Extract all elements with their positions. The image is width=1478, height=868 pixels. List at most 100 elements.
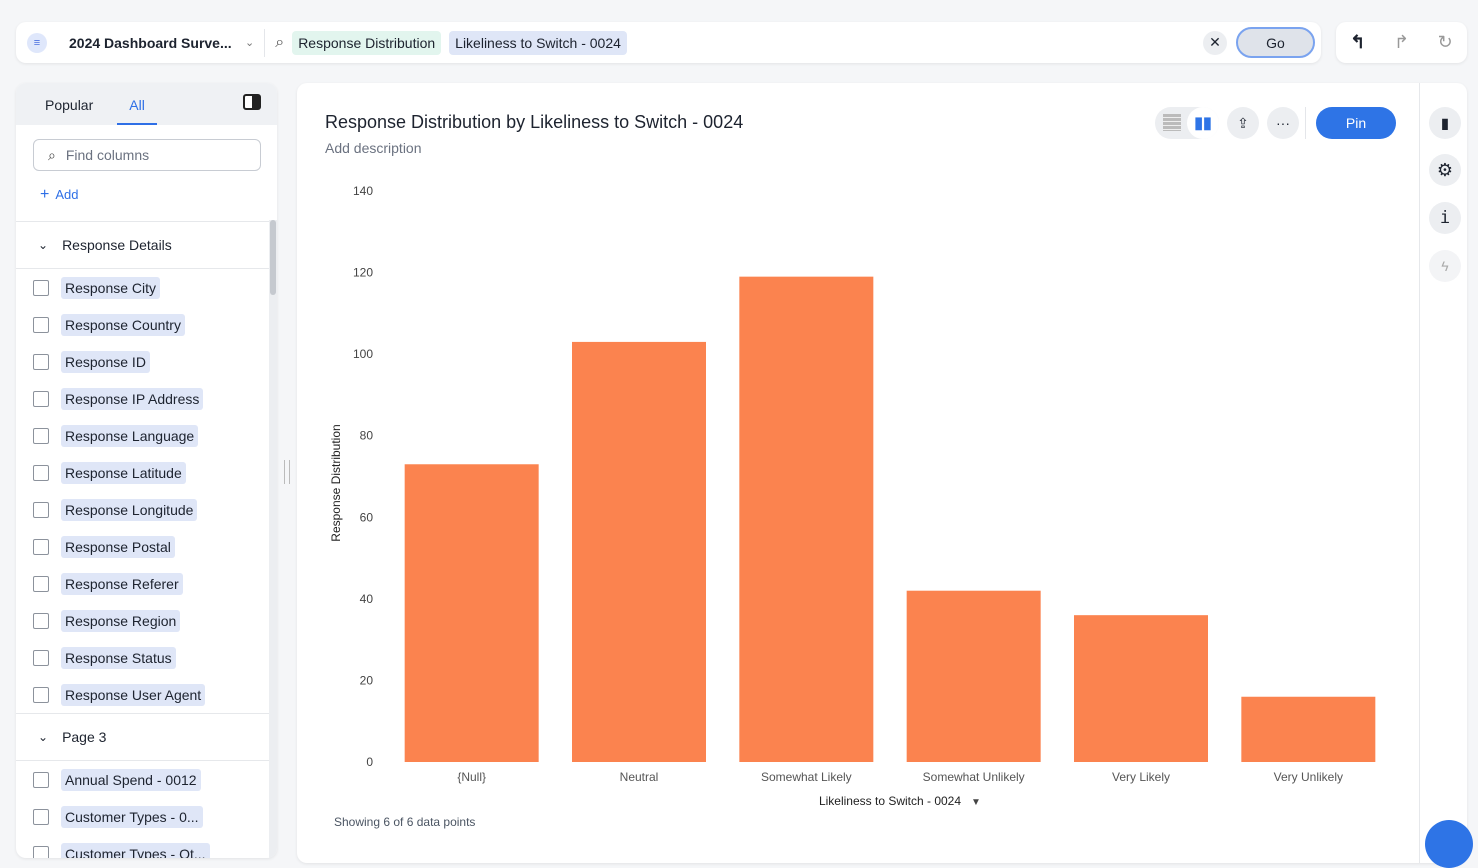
column-checkbox[interactable] [33,501,49,518]
column-item[interactable]: Response Latitude [16,454,277,491]
column-checkbox[interactable] [33,390,49,407]
column-group-header[interactable]: ⌄ Page 3 [16,713,269,761]
chevron-down-icon: ⌄ [38,730,49,744]
column-tabs: Popular All [16,83,277,125]
column-name: Response Country [61,313,185,336]
group-name: Page 3 [62,729,107,745]
search-placeholder: Find columns [65,147,150,163]
insights-bolt-icon[interactable]: ϟ [1429,250,1461,282]
column-checkbox[interactable] [33,612,49,629]
scrollbar-thumb[interactable] [270,220,276,295]
collapse-panel-icon[interactable] [243,94,261,110]
divider [264,28,266,57]
column-checkbox[interactable] [33,464,49,481]
column-name: Customer Types - 0... [61,805,203,828]
column-checkbox[interactable] [33,316,49,333]
column-item[interactable]: Response Language [16,417,277,454]
column-item[interactable]: Response Postal [16,528,277,565]
datasource-icon: ≡ [27,32,47,53]
column-checkbox[interactable] [33,538,49,555]
y-axis-title: Response Distribution [329,424,343,541]
search-bar: ≡ 2024 Dashboard Surve... ⌄ ⌕ Response D… [16,22,1321,63]
clear-search-button[interactable]: ✕ [1203,30,1227,55]
add-label: Add [55,187,79,202]
column-name: Customer Types - Ot... [61,842,210,858]
x-tick-label: Very Unlikely [1274,770,1343,784]
settings-gear-icon[interactable]: ⚙ [1429,154,1461,186]
chat-support-button[interactable] [1425,820,1473,868]
column-checkbox[interactable] [33,686,49,703]
add-column-button[interactable]: + Add [40,186,277,204]
column-name: Response Postal [61,535,175,558]
column-item[interactable]: Response Region [16,602,277,639]
column-checkbox[interactable] [33,649,49,666]
y-tick-label: 60 [360,510,374,524]
column-item[interactable]: Response Referer [16,565,277,602]
column-item[interactable]: Customer Types - Ot... [16,835,277,858]
search-chip-attribute[interactable]: Likeliness to Switch - 0024 [449,30,627,55]
bar-chart: 0 20 40 60 80 100 120 140 {Null} Neutral Somewhat … [329,184,1376,808]
column-item[interactable]: Response Country [16,306,277,343]
tab-all[interactable]: All [117,97,157,125]
find-columns-input[interactable]: ⌕ Find columns [33,139,261,171]
chevron-down-icon: ⌄ [38,238,49,252]
column-checkbox[interactable] [33,427,49,444]
column-item[interactable]: Response IP Address [16,380,277,417]
x-tick-label: Very Likely [1112,770,1170,784]
pin-button[interactable]: Pin [1316,107,1396,139]
column-item[interactable]: Response City [16,269,277,306]
column-item[interactable]: Response User Agent [16,676,277,713]
more-options-icon[interactable]: ··· [1267,107,1299,139]
column-item[interactable]: Annual Spend - 0012 [16,761,277,798]
undo-icon[interactable]: ↰ [1350,32,1366,52]
column-name: Response Latitude [61,461,186,484]
bar [906,590,1041,762]
reset-icon[interactable]: ↻ [1437,32,1453,52]
tab-popular[interactable]: Popular [45,97,94,113]
divider [1305,107,1306,139]
column-item[interactable]: Customer Types - 0... [16,798,277,835]
share-icon[interactable]: ⇪ [1227,107,1259,139]
data-points-count: Showing 6 of 6 data points [334,815,476,829]
chart-view-icon[interactable]: ▮▮ [1187,107,1219,139]
x-tick-label: Somewhat Unlikely [923,770,1025,784]
column-checkbox[interactable] [33,575,49,592]
chart-type-icon[interactable]: ▮ [1429,107,1461,139]
column-name: Response Longitude [61,498,198,521]
search-icon: ⌕ [48,146,56,163]
search-chip-measure[interactable]: Response Distribution [292,30,442,55]
column-checkbox[interactable] [33,771,49,788]
column-checkbox[interactable] [33,845,49,858]
redo-icon[interactable]: ↱ [1393,32,1410,52]
table-view-icon[interactable] [1163,114,1181,131]
column-name: Response IP Address [61,387,204,410]
column-item[interactable]: Response Longitude [16,491,277,528]
column-checkbox[interactable] [33,808,49,825]
column-name: Annual Spend - 0012 [61,768,201,791]
bar [572,341,706,762]
x-tick-label: {Null} [457,770,486,784]
resize-handle[interactable] [284,460,290,484]
y-tick-label: 100 [353,347,373,361]
y-tick-label: 140 [353,184,373,198]
x-tick-label: Neutral [620,770,659,784]
bar [1074,615,1208,762]
column-name: Response Region [61,609,181,632]
info-icon[interactable]: i [1429,202,1461,234]
y-tick-label: 40 [360,592,374,606]
x-tick-label: Somewhat Likely [761,770,852,784]
add-description[interactable]: Add description [325,140,422,156]
column-group-header[interactable]: ⌄ Response Details [16,221,269,269]
go-button[interactable]: Go [1236,27,1315,58]
view-toggle: ▮▮ [1155,107,1219,139]
column-checkbox[interactable] [33,279,49,296]
chevron-down-icon[interactable]: ⌄ [245,37,255,49]
column-checkbox[interactable] [33,353,49,370]
column-name: Response Referer [61,572,183,595]
column-item[interactable]: Response ID [16,343,277,380]
scrollbar-track[interactable] [269,220,277,858]
column-name: Response Language [61,424,199,447]
column-item[interactable]: Response Status [16,639,277,676]
answer-panel: Response Distribution by Likeliness to S… [297,83,1467,863]
datasource-name[interactable]: 2024 Dashboard Surve... [69,34,232,51]
